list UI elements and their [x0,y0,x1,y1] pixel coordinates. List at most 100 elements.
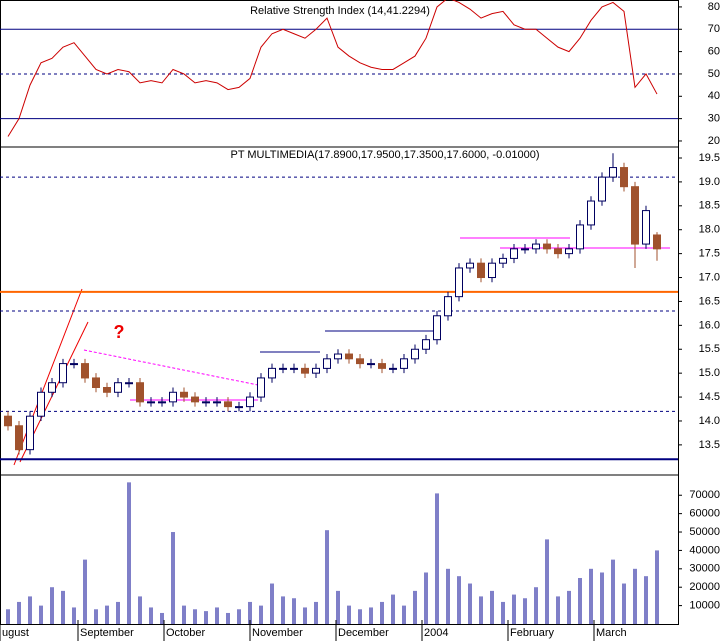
volume-bar [578,578,582,624]
candle-body [466,262,474,269]
candle-body [334,353,342,360]
y-tick-label: 50 [708,68,720,80]
y-tick-label: 20 [708,135,720,147]
volume-bar [523,598,527,624]
volume-bar [369,607,373,624]
candle-body [48,382,56,393]
volume-bar [567,590,571,624]
y-tick-label: 14.5 [699,391,720,403]
candle-body [422,339,430,350]
candle-body [136,382,144,403]
candle-body [114,382,122,393]
candle-body [609,167,617,178]
candle-body [455,267,463,298]
candle-body [103,387,111,393]
volume-bar [402,605,406,624]
volume-bar [490,590,494,624]
volume-bar [149,607,153,624]
candle-body [433,315,441,341]
y-tick-label: 15.0 [699,367,720,379]
candle-body [224,401,232,408]
y-tick-label: 40 [708,90,720,102]
candle-body [290,367,298,370]
candle-body [125,382,133,385]
candle-body [191,396,199,403]
candle-body [587,200,595,226]
volume-bar [589,568,593,624]
candle-body [653,234,661,250]
y-tick-label: 18.5 [699,200,720,212]
candle-body [4,415,12,427]
trendline [13,288,83,466]
candle-body [147,401,155,404]
y-tick-label: 60000 [689,508,720,520]
y-tick-label: 70 [708,23,720,35]
volume-bar [545,539,549,624]
volume-bar [237,609,241,624]
volume-bar [457,576,461,624]
candle-body [389,367,397,370]
candle-body [499,257,507,264]
volume-bar [358,609,362,624]
volume-bar [336,590,340,624]
y-tick-label: 50000 [689,526,720,538]
volume-bar [204,611,208,624]
candle-body [37,391,45,417]
y-tick-label: 17.5 [699,248,720,260]
y-tick-label: 14.0 [699,415,720,427]
y-tick-label: 20000 [689,581,720,593]
candle-body [620,167,628,188]
candle-body [345,353,353,360]
y-tick-label: 70000 [689,489,720,501]
x-tick-label: ugust [2,627,29,639]
volume-bar [138,596,142,624]
volume-bar [83,559,87,624]
y-tick-label: 60 [708,46,720,58]
candle-body [477,262,485,279]
volume-bar [435,493,439,624]
candle-body [565,248,573,255]
candle-body [268,367,276,379]
y-tick-label: 19.5 [699,152,720,164]
volume-bar [391,594,395,624]
candle-body [554,248,562,255]
candle-body [279,367,287,370]
volume-bar [171,532,175,624]
volume-bar [622,583,626,624]
volume-bar [424,572,428,624]
volume-bar [655,550,659,624]
volume-bar [248,601,252,624]
volume-bar [644,576,648,624]
volume-bar [127,482,131,624]
y-tick-label: 16.5 [699,295,720,307]
candle-body [235,406,243,409]
candle-body [323,358,331,369]
y-tick-label: 80 [708,1,720,13]
y-tick-label: 40000 [689,544,720,556]
volume-bar [50,587,54,624]
volume-bar [215,607,219,624]
volume-bar [314,601,318,624]
y-tick-label: 15.5 [699,343,720,355]
frame [0,0,679,625]
price-title: PT MULTIMEDIA(17.8900,17.9500,17.3500,17… [230,149,539,161]
volume-bar [501,601,505,624]
candle-body [180,391,188,398]
y-tick-label: 16.0 [699,319,720,331]
candle-body [488,262,496,279]
y-tick-label: 19.0 [699,176,720,188]
volume-bar [325,530,329,624]
volume-bar [193,609,197,624]
candle-body [169,391,177,403]
candle-body [642,210,650,245]
volume-bar [94,609,98,624]
annotation: ? [114,322,125,342]
candle-body [378,363,386,369]
x-tick-label: December [338,627,389,639]
volume-bar [512,594,516,624]
x-tick-label: February [510,627,555,639]
y-tick-label: 13.5 [699,439,720,451]
candle-body [202,401,210,404]
candle-body [213,401,221,404]
volume-bar [105,605,109,624]
